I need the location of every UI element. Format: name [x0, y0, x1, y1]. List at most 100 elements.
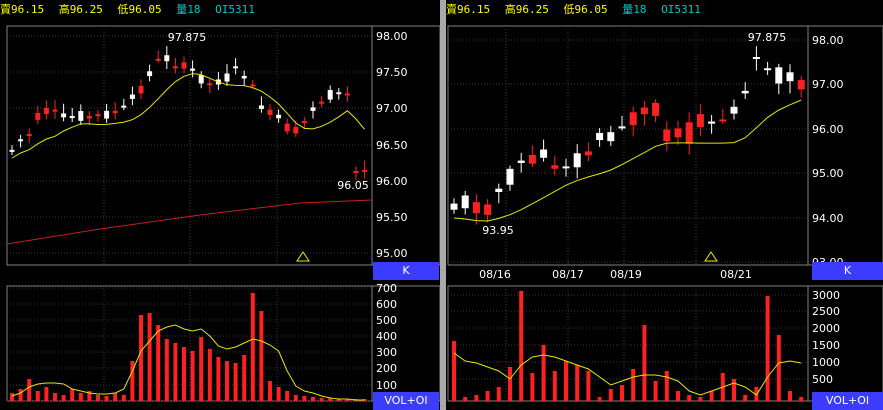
volume-bar: [474, 395, 479, 401]
candlestick: [495, 188, 503, 193]
price-tick-label: 98.00: [376, 30, 408, 43]
price-tick-label: 95.50: [376, 211, 408, 224]
volume-tick-label: 400: [376, 330, 397, 343]
left-vol-oi-tab[interactable]: VOL+OI: [373, 392, 439, 410]
volume-bar: [104, 396, 109, 401]
right-high-price: 高96.25: [504, 3, 549, 16]
candlestick: [198, 75, 204, 84]
volume-tick-label: 500: [812, 373, 833, 386]
candlestick: [284, 123, 290, 132]
right-chart-panel: 賣96.15 高96.25 低96.05 量18 OI5311 98.00 97.…: [446, 0, 883, 410]
volume-bar: [87, 391, 92, 401]
candlestick: [233, 66, 239, 69]
volume-bar: [597, 397, 602, 401]
candlestick: [540, 149, 548, 158]
volume-bar: [345, 399, 350, 401]
volume-bar: [743, 395, 748, 401]
signal-triangle-icon: [296, 251, 310, 262]
candlestick: [121, 105, 127, 108]
volume-bar: [519, 291, 524, 401]
candlestick: [276, 114, 282, 119]
volume-tick-label: 100: [376, 379, 397, 392]
candlestick: [618, 126, 626, 129]
right-chart-svg[interactable]: 98.0097.0096.0095.0094.0093.003000250020…: [446, 0, 883, 410]
volume-bar: [173, 343, 178, 401]
date-label: 08/17: [552, 268, 584, 281]
right-low-price: 低96.05: [563, 3, 608, 16]
candlestick: [258, 105, 264, 109]
left-chart-panel: 賣96.15 高96.25 低96.05 量18 OI5311 98.00 97.…: [0, 0, 440, 410]
volume-bar: [463, 397, 468, 401]
candlestick: [26, 133, 32, 137]
candlestick: [9, 149, 15, 152]
candlestick: [461, 195, 469, 209]
candlestick: [172, 66, 178, 69]
low-price-label: 93.95: [482, 224, 514, 237]
price-tick-label: 96.00: [812, 123, 844, 136]
volume-bar: [130, 361, 135, 401]
candlestick: [573, 153, 581, 168]
volume-bar: [268, 381, 272, 401]
candlestick: [319, 101, 325, 104]
volume-bar: [10, 393, 14, 401]
left-k-tab[interactable]: K: [373, 262, 439, 280]
volume-tick-label: 3000: [812, 289, 840, 302]
volume-bar: [53, 393, 57, 401]
candlestick: [551, 165, 559, 169]
volume-bar: [302, 396, 307, 401]
volume-bar: [190, 351, 195, 401]
candlestick: [362, 169, 368, 172]
candlestick: [112, 110, 118, 114]
candlestick: [207, 83, 213, 86]
candlestick: [181, 62, 187, 69]
volume-bar: [216, 357, 221, 401]
volume-bar: [776, 335, 781, 401]
panel-divider[interactable]: [440, 0, 446, 410]
volume-bar: [788, 391, 792, 401]
volume-bar: [27, 379, 32, 401]
candlestick: [517, 160, 525, 163]
candlestick: [450, 203, 458, 210]
volume-bar: [485, 391, 490, 401]
candlestick: [730, 106, 738, 114]
price-tick-label: 94.00: [812, 212, 844, 225]
right-vol-oi-tab[interactable]: VOL+OI: [812, 392, 883, 410]
candlestick: [35, 112, 41, 120]
price-frame: [447, 25, 883, 266]
high-price-label: 97.875: [748, 31, 787, 44]
volume-bar: [113, 393, 118, 401]
right-volume: 量18: [622, 3, 647, 16]
volume-tick-label: 1000: [812, 356, 840, 369]
candlestick: [764, 68, 772, 71]
volume-bar: [765, 296, 770, 401]
candlestick: [18, 139, 24, 142]
volume-bar: [18, 389, 23, 401]
volume-bar: [207, 349, 212, 401]
candlestick: [78, 111, 84, 121]
volume-bar: [70, 389, 75, 401]
candlestick: [293, 127, 299, 134]
volume-bar: [676, 391, 680, 401]
candlestick: [104, 110, 110, 119]
volume-bar: [250, 293, 255, 401]
volume-bar: [575, 365, 580, 401]
candlestick: [484, 204, 492, 215]
right-k-tab[interactable]: K: [812, 262, 883, 280]
left-low-price: 低96.05: [117, 3, 162, 16]
candlestick: [472, 202, 480, 214]
left-chart-svg[interactable]: 98.00 97.50 97.00 96.50 96.00 95.50 95.00 700 60…: [0, 0, 440, 410]
volume-bar: [96, 395, 100, 401]
candlestick: [336, 92, 342, 95]
candlestick: [61, 113, 67, 118]
volume-bar: [61, 395, 66, 401]
candlestick: [241, 75, 247, 79]
volume-bar: [709, 391, 714, 401]
left-high-price: 高96.25: [58, 3, 103, 16]
high-price-label: 97.875: [168, 31, 207, 44]
open-interest-line: [453, 352, 802, 396]
candlestick: [86, 115, 92, 119]
volume-bar: [276, 387, 281, 401]
candlestick: [344, 93, 350, 96]
candlestick: [327, 89, 333, 100]
price-tick-label: 96.00: [376, 175, 408, 188]
